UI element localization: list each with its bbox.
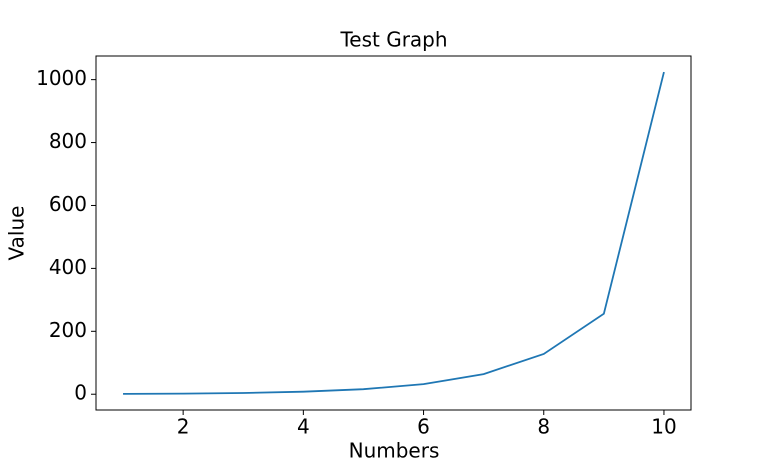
y-tick-label: 0 [74, 381, 87, 405]
y-tick-label: 200 [49, 318, 87, 342]
chart-title: Test Graph [339, 28, 447, 52]
y-tick-label: 800 [49, 129, 87, 153]
y-tick-label: 1000 [36, 66, 87, 90]
x-axis-label: Numbers [349, 439, 440, 461]
x-tick-label: 8 [537, 415, 550, 439]
y-tick-label: 600 [49, 192, 87, 216]
x-tick-label: 2 [177, 415, 190, 439]
plot-frame [95, 55, 692, 411]
x-tick-label: 6 [417, 415, 430, 439]
y-axis-label: Value [5, 206, 29, 261]
x-tick-label: 10 [651, 415, 676, 439]
data-line [123, 71, 665, 395]
x-tick-label: 4 [297, 415, 310, 439]
y-tick-label: 400 [49, 255, 87, 279]
